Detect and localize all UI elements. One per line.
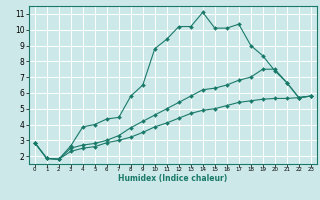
X-axis label: Humidex (Indice chaleur): Humidex (Indice chaleur): [118, 174, 228, 183]
